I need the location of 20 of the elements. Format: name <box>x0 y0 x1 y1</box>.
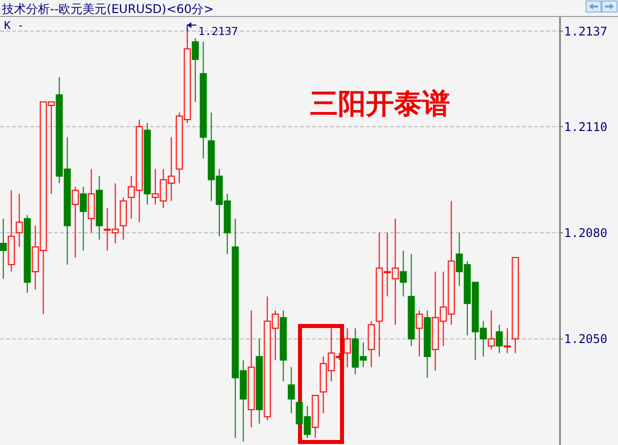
candlestick <box>488 310 495 350</box>
candlestick <box>80 186 87 251</box>
candlestick <box>400 250 407 297</box>
candlestick <box>0 218 7 280</box>
candlestick <box>504 328 511 354</box>
annotation: 1.2137 <box>198 25 238 38</box>
candlestick <box>16 193 23 248</box>
y-tick-label: 1.2050 <box>564 332 608 346</box>
candlestick <box>288 366 295 414</box>
y-tick-label: 1.2137 <box>564 24 608 38</box>
candlestick <box>416 310 423 358</box>
y-tick-label: 1.2080 <box>564 226 608 240</box>
candlestick <box>72 186 79 258</box>
candlestick <box>192 38 199 102</box>
chart-title: 技术分析--欧元美元(EURUSD)<60分> <box>1 2 214 16</box>
y-tick-label: 1.2110 <box>564 120 608 134</box>
candlestick <box>344 328 351 368</box>
candlestick <box>496 324 503 354</box>
annotation: 三阳开泰谱 <box>310 87 450 120</box>
annotation: K - <box>4 19 24 32</box>
